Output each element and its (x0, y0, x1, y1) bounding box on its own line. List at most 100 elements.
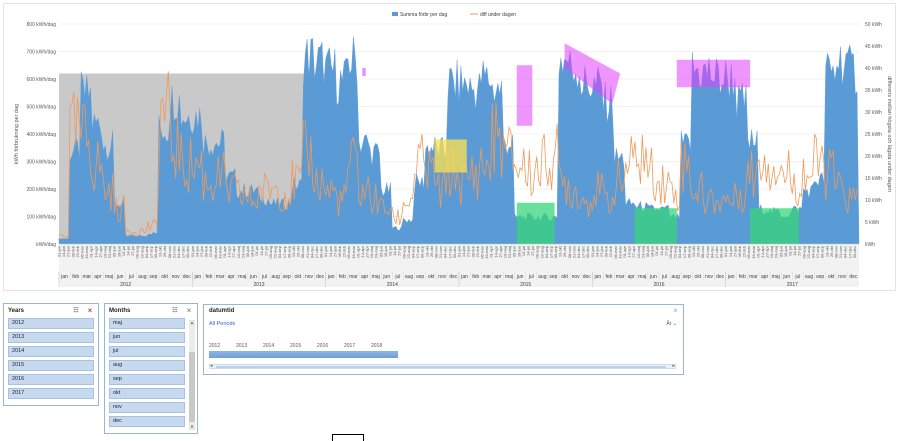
x-month-label: nov (438, 274, 447, 280)
x-date-tick-label: 21-nov (705, 246, 710, 258)
slicer-item[interactable]: sep (109, 374, 185, 385)
x-date-tick-label: 22-aug (539, 246, 544, 258)
x-month-label: okt (428, 274, 435, 280)
x-date-tick-label: 30-sep (553, 245, 558, 258)
x-date-tick-label: 30-dec (452, 246, 457, 258)
y-right-tick-label: 35 kWh (865, 88, 882, 94)
scroll-down-icon[interactable]: ▼ (189, 424, 195, 430)
x-date-tick-label: 04-dec (843, 246, 848, 258)
x-month-label: apr (361, 274, 369, 280)
slicer-item[interactable]: aug (109, 360, 185, 371)
timeline-scroll-thumb[interactable] (216, 366, 666, 368)
slicer-item[interactable]: 2017 (8, 388, 94, 399)
x-month-label: jun (782, 274, 790, 280)
x-date-tick-label: 08-nov (700, 246, 705, 258)
series-line-diff (58, 71, 858, 238)
slicer-item[interactable]: 2016 (8, 374, 94, 385)
x-date-tick-label: 19-mar (84, 245, 89, 258)
months-slicer-header: Months ☷ ⨯ (105, 304, 197, 318)
y-left-tick-label: 600 kWh/dag (27, 77, 57, 83)
y-left-tick-label: 800 kWh/dag (27, 22, 57, 28)
y-right-tick-label: kWh (865, 242, 875, 248)
x-date-tick-label: 05-jun (778, 246, 783, 257)
timeline-level-dropdown[interactable]: År ⌄ (666, 321, 677, 327)
x-date-tick-label: 13-okt (158, 245, 163, 257)
x-date-tick-label: 30-sep (153, 245, 158, 258)
x-date-tick-label: 26-okt (829, 245, 834, 257)
slicer-item[interactable]: 2014 (8, 346, 94, 357)
x-date-tick-label: 01-jul (788, 246, 793, 256)
x-date-tick-label: 09-aug (401, 246, 406, 258)
clear-filter-icon[interactable]: ⨯ (672, 308, 678, 314)
clear-filter-icon[interactable]: ⨯ (87, 308, 93, 314)
highlight-green (634, 208, 677, 244)
x-date-tick-label: 14-jul (525, 246, 530, 256)
x-date-tick-label: 10-maj (502, 246, 507, 258)
months-scrollbar[interactable]: ▲ ▼ (189, 320, 195, 430)
x-month-label: nov (572, 274, 581, 280)
x-date-tick-label: 26-okt (696, 245, 701, 257)
multi-select-icon[interactable]: ☷ (73, 308, 79, 314)
x-date-tick-label: 04-sep (811, 245, 816, 258)
timeline-year-label[interactable]: 2014 (263, 343, 275, 349)
x-date-tick-label: 09-feb (70, 245, 75, 257)
x-date-tick-label: 30-sep (820, 245, 825, 258)
x-date-tick-label: 22-aug (273, 246, 278, 258)
scroll-up-icon[interactable]: ▲ (189, 320, 195, 326)
x-date-tick-label: 17-dec (714, 246, 719, 258)
x-month-label: nov (838, 274, 847, 280)
x-date-tick-label: 06-mar (613, 245, 618, 258)
x-year-label: 2014 (387, 282, 398, 288)
x-month-label: dec (583, 274, 592, 280)
x-date-tick-label: 01-apr (489, 245, 494, 257)
timeline-selection-bar[interactable] (209, 351, 398, 358)
y-right-tick-label: 20 kWh (865, 154, 882, 160)
selected-cell[interactable] (332, 434, 364, 441)
x-date-tick-label: 14-jul (125, 246, 130, 256)
slicer-item[interactable]: 2012 (8, 318, 94, 329)
x-month-label: jun (649, 274, 657, 280)
x-date-tick-label: 14-apr (493, 245, 498, 257)
slicer-item[interactable]: 2013 (8, 332, 94, 343)
x-month-label: jan (727, 274, 735, 280)
timeline-year-label[interactable]: 2013 (236, 343, 248, 349)
timeline-year-label[interactable]: 2012 (209, 343, 221, 349)
slicer-item[interactable]: maj (109, 318, 185, 329)
highlight-green (750, 208, 799, 244)
x-date-tick-label: 21-nov (171, 246, 176, 258)
timeline-year-label[interactable]: 2017 (344, 343, 356, 349)
x-date-tick-label: 04-dec (309, 246, 314, 258)
timeline-year-label[interactable]: 2018 (371, 343, 383, 349)
slicer-item[interactable]: okt (109, 388, 185, 399)
x-date-tick-label: 13-okt (824, 245, 829, 257)
scroll-left-icon[interactable]: ◂ (210, 363, 213, 369)
x-date-tick-label: 14-jan (194, 246, 199, 257)
x-date-tick-label: 14-jan (728, 246, 733, 257)
x-month-label: maj (638, 274, 646, 280)
x-date-tick-label: 26-okt (296, 245, 301, 257)
months-slicer-items: maj jun jul aug sep okt nov dec (105, 318, 197, 427)
highlight-magenta-slant (564, 43, 621, 104)
slicer-item[interactable]: dec (109, 416, 185, 427)
x-date-tick-label: 10-maj (102, 246, 107, 258)
scroll-right-icon[interactable]: ▸ (672, 363, 675, 369)
x-month-label: feb (339, 274, 346, 280)
x-date-tick-label: 01-jul (388, 246, 393, 256)
clear-filter-icon[interactable]: ⨯ (186, 308, 192, 314)
combo-chart: 800 kWh/dag 700 kWh/dag 600 kWh/dag 500 kWh… (14, 12, 892, 288)
timeline-year-label[interactable]: 2015 (290, 343, 302, 349)
slicer-item[interactable]: jun (109, 332, 185, 343)
slicer-item[interactable]: 2015 (8, 360, 94, 371)
x-date-tick-label: 21-nov (838, 246, 843, 258)
x-date-tick-label: 22-feb (75, 245, 80, 257)
multi-select-icon[interactable]: ☷ (172, 308, 178, 314)
x-date-tick-label: 06-mar (79, 245, 84, 258)
scroll-thumb[interactable] (189, 352, 195, 422)
x-date-tick-label: 27-jul (130, 246, 135, 256)
timeline-scrollbar[interactable]: ◂ ▸ (209, 363, 676, 369)
years-slicer: Years ☷ ⨯ 2012 2013 2014 2015 2016 2017 (3, 303, 99, 406)
timeline-year-label[interactable]: 2016 (317, 343, 329, 349)
slicer-item[interactable]: jul (109, 346, 185, 357)
slicer-item[interactable]: nov (109, 402, 185, 413)
x-year-label: 2016 (653, 282, 664, 288)
